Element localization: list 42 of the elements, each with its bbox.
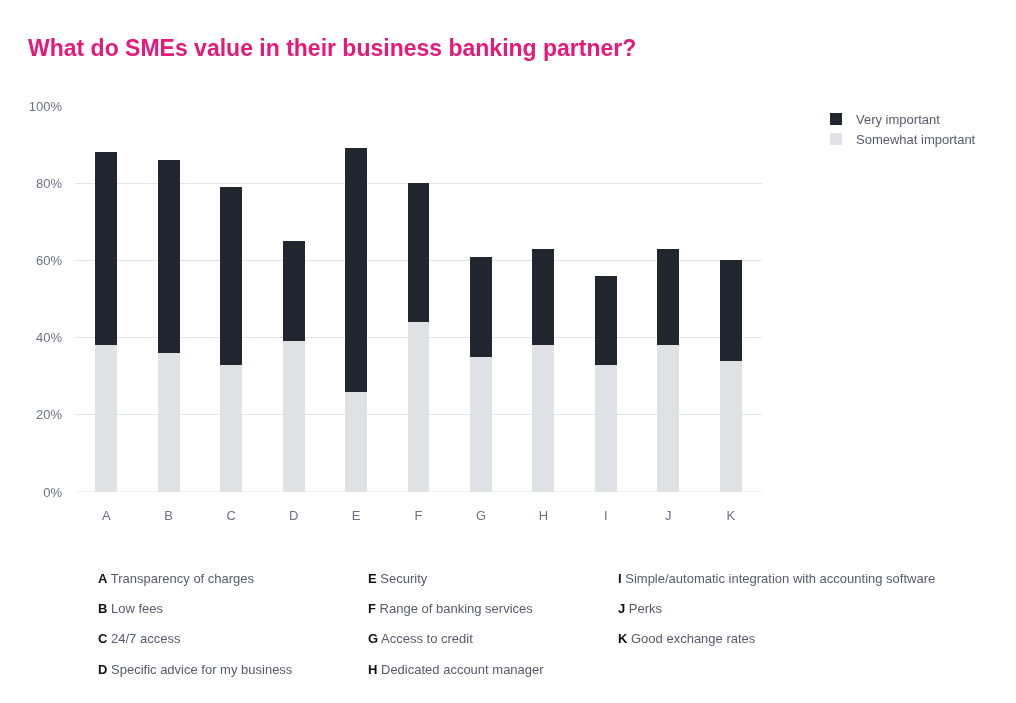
- bar: [594, 275, 617, 365]
- y-tick-label: 60%: [35, 252, 63, 268]
- x-tick-label: I: [604, 508, 608, 523]
- text: E Security: [368, 571, 428, 586]
- bar: [470, 256, 492, 357]
- text: J Perks: [618, 601, 663, 616]
- y-tick-label: 100%: [28, 98, 63, 114]
- x-tick-label: D: [288, 508, 299, 523]
- text: F Range of banking services: [368, 601, 534, 616]
- y-tick-label: 20%: [35, 407, 63, 423]
- x-tick-label: G: [475, 508, 487, 523]
- legend-label: Very important: [856, 112, 941, 128]
- text: D Specific advice for my business: [98, 662, 293, 677]
- bar: [657, 248, 680, 346]
- x-tick-label: C: [226, 508, 236, 523]
- x-tick-label: A: [101, 508, 111, 523]
- text: H Dedicated account manager: [368, 662, 545, 677]
- y-tick-label: 40%: [35, 330, 63, 346]
- text: B Low fees: [98, 601, 164, 616]
- text: G Access to credit: [368, 631, 474, 646]
- bar: [532, 248, 555, 346]
- text: K Good exchange rates: [618, 631, 756, 646]
- bar: [282, 241, 305, 342]
- bar: [157, 160, 180, 354]
- bar: [345, 148, 367, 392]
- bar: [719, 260, 742, 361]
- legend-label: Somewhat important: [856, 131, 976, 147]
- chart-title: What do SMEs value in their business banking partner?: [28, 35, 637, 62]
- y-tick-label: 80%: [35, 175, 63, 191]
- bar: [220, 187, 243, 365]
- bar: [95, 152, 118, 346]
- x-tick-label: E: [351, 508, 361, 523]
- x-tick-label: H: [538, 508, 549, 523]
- bar: [407, 183, 430, 323]
- x-tick-label: F: [414, 508, 423, 523]
- text: C 24/7 access: [98, 631, 181, 646]
- y-tick-label: 0%: [43, 484, 63, 500]
- text: A Transparency of charges: [98, 571, 255, 586]
- x-tick-label: K: [726, 508, 736, 523]
- x-tick-label: B: [164, 508, 174, 523]
- text: I Simple/automatic integration with accounting software: [618, 571, 936, 586]
- x-tick-label: J: [665, 508, 672, 523]
